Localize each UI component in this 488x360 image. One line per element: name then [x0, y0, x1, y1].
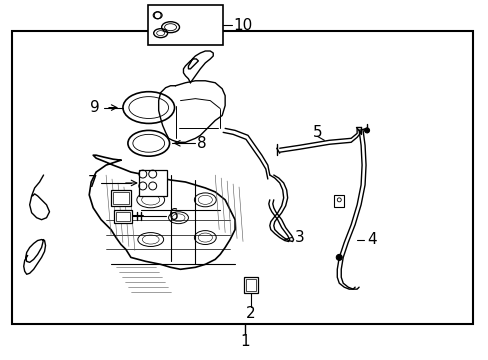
- Bar: [116, 212, 130, 221]
- Bar: [147, 5, 223, 45]
- Text: 4: 4: [366, 232, 376, 247]
- Text: 1: 1: [240, 334, 249, 349]
- Circle shape: [364, 128, 369, 133]
- Text: 8: 8: [197, 136, 206, 151]
- Bar: [114, 210, 132, 223]
- Bar: [111, 190, 131, 206]
- Circle shape: [336, 255, 342, 260]
- Text: 10: 10: [233, 18, 252, 33]
- Text: 7: 7: [87, 175, 97, 190]
- Text: 9: 9: [90, 100, 100, 115]
- Bar: [245, 279, 255, 291]
- Bar: [244, 277, 257, 293]
- Bar: [12, 31, 472, 324]
- Text: 6: 6: [168, 208, 178, 223]
- Text: 2: 2: [245, 306, 255, 321]
- Bar: [334, 195, 344, 207]
- Text: 3: 3: [294, 230, 304, 245]
- Text: 5: 5: [312, 125, 322, 140]
- Bar: [113, 192, 129, 204]
- Bar: [139, 170, 166, 196]
